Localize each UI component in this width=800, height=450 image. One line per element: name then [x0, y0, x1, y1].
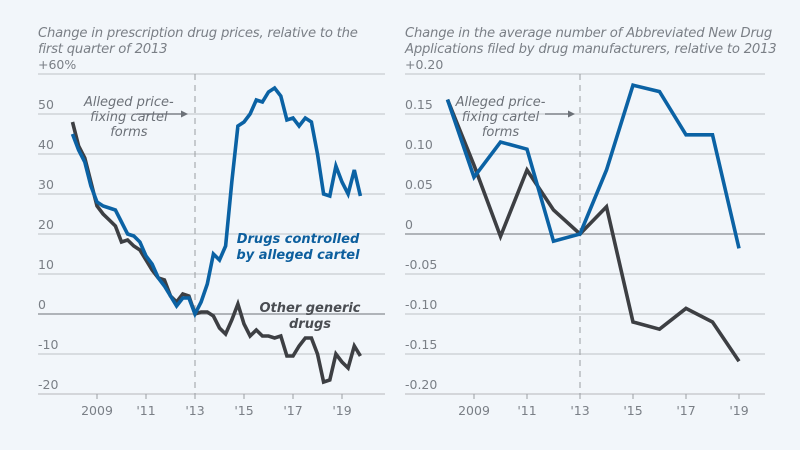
cartel-series-line [445, 83, 741, 249]
y-tick-label: 20 [38, 217, 54, 232]
x-tick-label: '17 [283, 403, 302, 418]
x-tick-label: '11 [136, 403, 155, 418]
x-tick-label: 2009 [81, 403, 113, 418]
x-tick-label: '13 [570, 403, 589, 418]
cartel-series-label: Drugs controlled [237, 232, 360, 247]
right-chart: +0.20 0.15 0.10 0.05 0 -0.05 -0.10 -0.15 -0.20 20… [405, 57, 765, 418]
other-generic-series-line [70, 121, 362, 385]
other-generic-series-label: drugs [289, 317, 331, 332]
y-tick-label: -20 [38, 377, 58, 392]
y-tick-label: -0.20 [405, 377, 437, 392]
y-tick-label: -10 [38, 337, 58, 352]
cartel-series-line [70, 85, 363, 319]
x-tick-label: '13 [185, 403, 204, 418]
y-tick-label: +60% [38, 57, 76, 72]
y-tick-label: 40 [38, 137, 54, 152]
annotation-text: forms [110, 125, 148, 140]
x-tick-label: '17 [676, 403, 695, 418]
y-tick-label: -0.05 [405, 257, 437, 272]
annotation-text: Alleged price- [83, 95, 174, 110]
y-tick-label: 0 [405, 217, 413, 232]
left-chart: +60% 50 40 30 20 10 0 -10 -20 2009 '11 '13 '15 '17 '19… [38, 57, 385, 418]
y-tick-label: 0.05 [405, 177, 433, 192]
annotation-text: fixing cartel [90, 110, 168, 125]
left-chart-title: Change in prescription drug prices, rela… [38, 26, 358, 57]
annotation-text: Alleged price- [455, 95, 546, 110]
x-tick-label: 2009 [458, 403, 490, 418]
y-tick-label: 0.15 [405, 97, 433, 112]
x-tick-label: '15 [623, 403, 642, 418]
x-tick-label: '15 [234, 403, 253, 418]
y-tick-label: 10 [38, 257, 54, 272]
y-tick-label: -0.15 [405, 337, 437, 352]
annotation-arrowhead [568, 110, 575, 118]
right-chart-title: Change in the average number of Abbrevia… [405, 26, 777, 57]
y-tick-label: 50 [38, 97, 54, 112]
annotation-text: forms [482, 125, 520, 140]
x-tick-label: '19 [729, 403, 748, 418]
y-tick-label: 0 [38, 297, 46, 312]
x-tick-label: '11 [517, 403, 536, 418]
other-generic-series-label: Other generic [259, 301, 360, 316]
annotation-arrowhead [181, 110, 188, 118]
y-tick-label: -0.10 [405, 297, 437, 312]
x-tick-label: '19 [332, 403, 351, 418]
cartel-series-label: by alleged cartel [236, 248, 360, 263]
y-tick-label: 30 [38, 177, 54, 192]
y-tick-label: 0.10 [405, 137, 433, 152]
y-tick-label: +0.20 [405, 57, 443, 72]
other-generic-series-line [445, 98, 741, 363]
annotation-text: fixing cartel [462, 110, 540, 125]
